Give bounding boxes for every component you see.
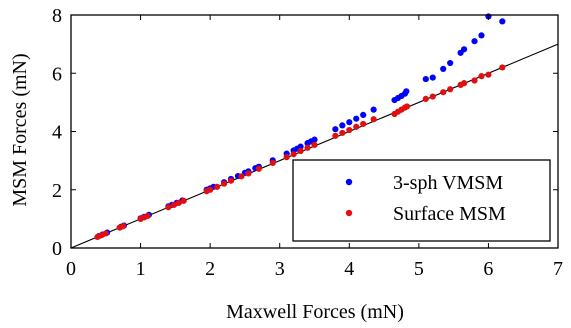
- legend-box: [292, 159, 551, 242]
- point-3-sph-vmsm-34: [360, 111, 367, 118]
- legend-marker-3-sph-vmsm: [345, 178, 353, 186]
- point-surface-msm-20: [269, 159, 276, 167]
- point-surface-msm-21: [283, 154, 290, 161]
- x-tick-label: 5: [414, 258, 424, 280]
- point-surface-msm-11: [180, 197, 187, 204]
- point-surface-msm-13: [207, 186, 214, 193]
- y-tick-label: 2: [52, 180, 62, 202]
- point-surface-msm-37: [422, 95, 429, 102]
- point-3-sph-vmsm-30: [332, 126, 339, 133]
- point-surface-msm-38: [429, 93, 436, 100]
- point-surface-msm-31: [370, 116, 377, 123]
- x-tick-label: 1: [136, 258, 146, 280]
- x-tick-label: 2: [205, 258, 215, 280]
- point-surface-msm-27: [339, 129, 346, 137]
- point-surface-msm-18: [245, 170, 252, 177]
- point-surface-msm-14: [214, 183, 221, 190]
- point-3-sph-vmsm-31: [339, 122, 346, 129]
- point-surface-msm-4: [120, 223, 127, 230]
- x-tick-label: 7: [553, 258, 563, 280]
- legend-label-surface-msm: Surface MSM: [393, 203, 506, 225]
- point-3-sph-vmsm-44: [447, 59, 454, 67]
- point-3-sph-vmsm-48: [478, 32, 485, 39]
- point-surface-msm-29: [353, 123, 360, 130]
- point-surface-msm-2: [102, 230, 109, 237]
- x-tick-label: 3: [275, 258, 285, 280]
- y-tick-label: 0: [52, 238, 62, 260]
- axes: 0 1 2 3 4 5 6 7 0 2 4 6 8: [52, 5, 563, 280]
- point-surface-msm-23: [297, 147, 304, 155]
- point-3-sph-vmsm-29: [311, 136, 318, 143]
- point-surface-msm-9: [170, 201, 178, 208]
- point-surface-msm-7: [144, 212, 151, 220]
- y-tick-label: 4: [52, 122, 62, 144]
- point-surface-msm-39: [440, 89, 447, 96]
- legend: 3-sph VMSM Surface MSM: [292, 159, 551, 242]
- point-3-sph-vmsm-42: [429, 74, 436, 81]
- point-surface-msm-19: [255, 165, 262, 172]
- point-surface-msm-17: [238, 173, 245, 180]
- point-3-sph-vmsm-41: [422, 75, 429, 83]
- point-3-sph-vmsm-46: [460, 46, 468, 53]
- point-surface-msm-10: [175, 199, 182, 206]
- point-surface-msm-8: [165, 204, 172, 211]
- point-surface-msm-43: [471, 77, 478, 84]
- x-axis-label: Maxwell Forces (mN): [226, 301, 404, 323]
- point-surface-msm-25: [311, 141, 318, 148]
- point-surface-msm-45: [485, 71, 492, 78]
- x-tick-label: 0: [66, 258, 76, 280]
- point-surface-msm-26: [332, 132, 339, 139]
- x-tick-label: 6: [483, 258, 493, 280]
- legend-marker-surface-msm: [345, 209, 353, 217]
- legend-label-3-sph-vmsm: 3-sph VMSM: [393, 172, 503, 194]
- point-3-sph-vmsm-40: [403, 88, 410, 95]
- point-3-sph-vmsm-35: [370, 106, 377, 113]
- point-3-sph-vmsm-26: [297, 143, 304, 150]
- point-surface-msm-40: [447, 86, 454, 93]
- point-surface-msm-36: [403, 103, 411, 110]
- plot-area: [70, 13, 559, 249]
- point-3-sph-vmsm-50: [499, 18, 506, 25]
- y-tick-label: 6: [52, 63, 62, 85]
- point-surface-msm-24: [304, 144, 311, 151]
- point-surface-msm-16: [227, 177, 235, 184]
- point-surface-msm-15: [220, 180, 228, 187]
- point-3-sph-vmsm-32: [346, 119, 353, 126]
- point-surface-msm-22: [290, 151, 297, 158]
- point-surface-msm-42: [460, 80, 468, 87]
- point-3-sph-vmsm-43: [440, 65, 447, 72]
- y-axis-label: MSM Forces (mN): [9, 53, 31, 206]
- point-surface-msm-44: [478, 73, 485, 80]
- point-surface-msm-30: [360, 120, 367, 128]
- point-surface-msm-28: [346, 126, 353, 134]
- x-tick-label: 4: [344, 258, 354, 280]
- point-3-sph-vmsm-47: [471, 38, 478, 45]
- point-3-sph-vmsm-33: [353, 115, 360, 122]
- y-tick-label: 8: [52, 5, 62, 27]
- point-surface-msm-46: [499, 64, 506, 71]
